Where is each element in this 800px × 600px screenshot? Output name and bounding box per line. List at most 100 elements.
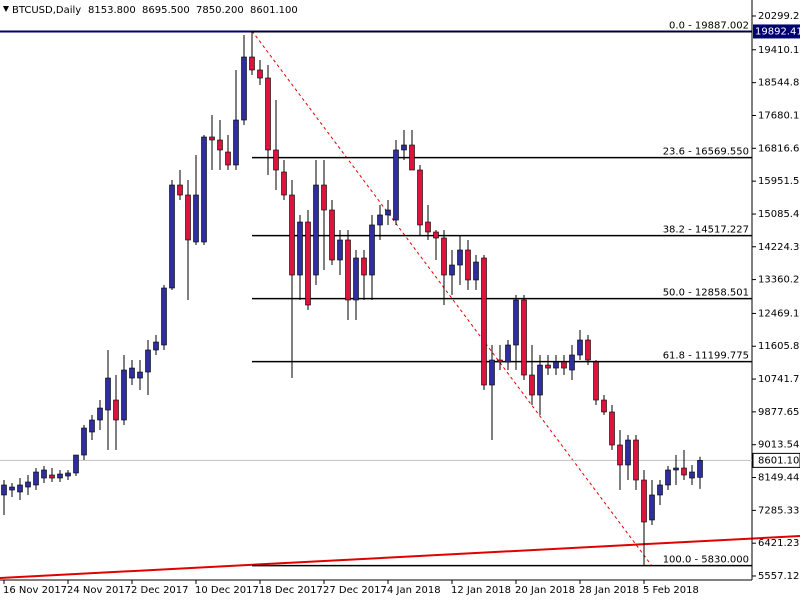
candle-body — [137, 371, 143, 379]
y-tick-label: 15951.570 — [758, 176, 800, 187]
high-line-label: 19892.416 — [755, 26, 800, 37]
candle-body — [633, 439, 639, 481]
candle-body — [489, 359, 495, 386]
trend-line — [0, 535, 800, 579]
x-tick-label: 24 Nov 2017 — [67, 585, 131, 596]
x-tick-label: 27 Dec 2017 — [323, 585, 387, 596]
candle-body — [385, 209, 391, 216]
x-tick-label: 20 Jan 2018 — [515, 585, 575, 596]
candle-body — [1, 484, 7, 496]
candle-body — [649, 494, 655, 521]
candle-body — [97, 407, 103, 421]
candle-body — [561, 361, 567, 369]
candle-body — [225, 151, 231, 166]
header-arrow — [3, 6, 9, 12]
candle-body — [569, 354, 575, 371]
candle-body — [273, 149, 279, 171]
candle-body — [697, 460, 703, 478]
y-tick-label: 20299.280 — [758, 11, 800, 22]
candle-body — [361, 257, 367, 276]
candle-body — [41, 469, 47, 479]
candle-body — [425, 221, 431, 233]
candle-body — [433, 231, 439, 239]
candle-body — [73, 454, 79, 474]
y-tick-label: 5557.125 — [758, 571, 800, 582]
candle-body — [505, 344, 511, 363]
candle-body — [577, 339, 583, 356]
candle-body — [161, 287, 167, 346]
fib-level-label: 0.0 - 19887.002 — [669, 21, 749, 32]
candle-body — [265, 77, 271, 151]
candle-body — [209, 136, 215, 141]
candle-body — [617, 444, 623, 466]
y-tick-label: 13360.255 — [758, 275, 800, 286]
x-tick-label: 28 Jan 2018 — [579, 585, 639, 596]
candle-body — [121, 369, 127, 421]
candle-body — [257, 69, 263, 79]
candle-body — [641, 479, 647, 523]
candle-body — [217, 139, 223, 151]
y-tick-label: 15085.465 — [758, 209, 800, 220]
x-tick-label: 16 Nov 2017 — [3, 585, 67, 596]
header-open: 8153.800 — [88, 5, 136, 16]
candle-body — [409, 144, 415, 171]
candle-body — [449, 264, 455, 276]
candle-body — [665, 469, 671, 486]
x-tick-label: 10 Dec 2017 — [195, 585, 259, 596]
candle-body — [609, 411, 615, 446]
price-line-label: 8601.100 — [758, 455, 800, 466]
candle-body — [553, 361, 559, 369]
candle-body — [529, 374, 535, 396]
candle-body — [289, 194, 295, 276]
candle-body — [657, 484, 663, 496]
candle-body — [129, 367, 135, 379]
candle-body — [377, 214, 383, 226]
candle-body — [497, 359, 503, 363]
candle-body — [473, 261, 479, 281]
candle-body — [593, 361, 599, 401]
candle-body — [369, 224, 375, 276]
candle-body — [457, 249, 463, 266]
candle-body — [393, 149, 399, 221]
candle-body — [673, 467, 679, 471]
candle-body — [465, 249, 471, 281]
candle-body — [145, 349, 151, 373]
candle-body — [297, 221, 303, 276]
header-high: 8695.500 — [142, 5, 190, 16]
candle-body — [241, 56, 247, 121]
y-tick-label: 9013.545 — [758, 440, 800, 451]
candle-body — [441, 237, 447, 276]
candle-body — [313, 184, 319, 276]
candle-body — [9, 486, 15, 491]
y-tick-label: 12469.150 — [758, 308, 800, 319]
candle-body — [329, 209, 335, 261]
fib-level-label: 23.6 - 16569.550 — [663, 147, 749, 158]
candle-body — [481, 257, 487, 386]
candle-body — [281, 171, 287, 196]
candle-body — [193, 194, 199, 243]
high-line-box — [753, 24, 800, 39]
candle-body — [513, 299, 519, 346]
candle-body — [113, 399, 119, 421]
candle-body — [545, 364, 551, 369]
candle-body — [89, 419, 95, 433]
y-tick-label: 17680.120 — [758, 110, 800, 121]
x-tick-label: 12 Jan 2018 — [451, 585, 511, 596]
candle-body — [33, 471, 39, 486]
x-tick-label: 2 Dec 2017 — [131, 585, 189, 596]
candle-body — [201, 136, 207, 243]
candle-body — [601, 399, 607, 413]
candle-body — [105, 377, 111, 411]
candle-body — [177, 184, 183, 196]
fib-level-label: 38.2 - 14517.227 — [663, 225, 749, 236]
y-tick-label: 11605.860 — [758, 341, 800, 352]
y-tick-label: 19410.150 — [758, 45, 800, 56]
y-tick-label: 6421.230 — [758, 538, 800, 549]
x-tick-label: 5 Feb 2018 — [643, 585, 699, 596]
x-tick-label: 18 Dec 2017 — [259, 585, 323, 596]
candle-body — [521, 299, 527, 376]
price-line-box — [752, 452, 800, 468]
y-tick-label: 16816.675 — [758, 143, 800, 154]
candle-body — [49, 474, 55, 479]
symbol-title: BTCUSD,Daily — [12, 5, 81, 16]
